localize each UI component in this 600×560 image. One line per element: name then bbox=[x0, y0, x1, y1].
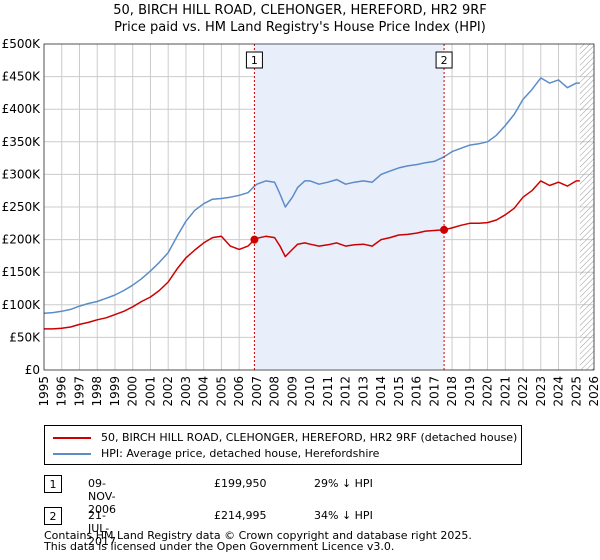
x-tick-label: 2021 bbox=[498, 376, 512, 407]
sale-marker-label: 1 bbox=[251, 54, 258, 67]
x-tick-label: 2009 bbox=[285, 376, 299, 407]
x-tick-label: 2000 bbox=[126, 376, 140, 407]
y-tick-label: £200K bbox=[2, 233, 42, 247]
chart-title-line2: Price paid vs. HM Land Registry's House … bbox=[114, 20, 486, 35]
x-tick-label: 2024 bbox=[552, 376, 566, 407]
x-tick-label: 2011 bbox=[321, 376, 335, 407]
x-tick-label: 2001 bbox=[143, 376, 157, 407]
x-tick-label: 1997 bbox=[72, 376, 86, 407]
sale-marker-label: 2 bbox=[441, 54, 448, 67]
x-tick-label: 1996 bbox=[55, 376, 69, 407]
x-tick-label: 2012 bbox=[339, 376, 353, 407]
sale-date: 21-JUL-2017 bbox=[88, 509, 116, 548]
y-tick-label: £400K bbox=[2, 102, 42, 116]
sale-marker-box bbox=[245, 51, 263, 69]
y-tick-label: £50K bbox=[9, 330, 41, 344]
sale-price: £214,995 bbox=[214, 509, 267, 522]
x-tick-label: 2010 bbox=[303, 376, 317, 407]
y-tick-label: £150K bbox=[2, 265, 42, 279]
y-tick-label: £100K bbox=[2, 298, 42, 312]
y-tick-label: £500K bbox=[2, 37, 42, 51]
x-tick-label: 2022 bbox=[516, 376, 530, 407]
chart-title-line1: 50, BIRCH HILL ROAD, CLEHONGER, HEREFORD… bbox=[113, 3, 486, 18]
x-tick-label: 2008 bbox=[268, 376, 282, 407]
sale-number-badge: 2 bbox=[44, 507, 62, 525]
sale-price: £199,950 bbox=[214, 477, 267, 490]
x-tick-label: 1999 bbox=[108, 376, 122, 407]
price-chart: 50, BIRCH HILL ROAD, CLEHONGER, HEREFORD… bbox=[2, 3, 600, 407]
x-tick-label: 2016 bbox=[410, 376, 424, 407]
series-line-property bbox=[44, 180, 580, 330]
y-tick-label: £350K bbox=[2, 135, 42, 149]
x-tick-label: 1995 bbox=[37, 376, 51, 407]
x-tick-label: 2014 bbox=[374, 376, 388, 407]
x-tick-label: 2004 bbox=[197, 376, 211, 407]
sale-number-badge: 1 bbox=[44, 475, 62, 493]
x-tick-label: 2006 bbox=[232, 376, 246, 407]
sale-marker-dot bbox=[440, 225, 449, 234]
series-line-hpi bbox=[43, 77, 580, 315]
legend-label-hpi: HPI: Average price, detached house, Here… bbox=[101, 447, 380, 460]
x-tick-label: 2019 bbox=[463, 376, 477, 407]
legend-item-property: 50, BIRCH HILL ROAD, CLEHONGER, HEREFORD… bbox=[53, 431, 517, 444]
legend-label-property: 50, BIRCH HILL ROAD, CLEHONGER, HEREFORD… bbox=[101, 431, 518, 444]
y-tick-label: £250K bbox=[2, 200, 42, 214]
plot-frame bbox=[43, 43, 595, 371]
footer-licence: This data is licensed under the Open Gov… bbox=[44, 540, 395, 553]
y-tick-label: £0 bbox=[25, 363, 40, 377]
x-tick-label: 2013 bbox=[356, 376, 370, 407]
y-tick-label: £300K bbox=[2, 167, 42, 181]
sale-hpi-diff: 34% ↓ HPI bbox=[314, 509, 373, 522]
legend-item-hpi: HPI: Average price, detached house, Here… bbox=[53, 447, 379, 460]
x-tick-label: 2026 bbox=[587, 376, 600, 407]
x-tick-label: 2002 bbox=[161, 376, 175, 407]
forecast-hatch bbox=[579, 44, 594, 370]
sale-hpi-diff: 29% ↓ HPI bbox=[314, 477, 373, 490]
legend-swatch-property bbox=[53, 436, 91, 439]
x-tick-label: 2015 bbox=[392, 376, 406, 407]
x-tick-label: 2020 bbox=[481, 376, 495, 407]
sale-marker-box bbox=[435, 51, 453, 69]
x-tick-label: 2025 bbox=[569, 376, 583, 407]
ownership-shade bbox=[254, 44, 445, 370]
x-tick-label: 2003 bbox=[179, 376, 193, 407]
legend-swatch-hpi bbox=[53, 452, 91, 455]
x-tick-label: 2005 bbox=[214, 376, 228, 407]
x-tick-label: 2018 bbox=[445, 376, 459, 407]
y-tick-label: £450K bbox=[2, 70, 42, 84]
sale-date: 09-NOV-2006 bbox=[88, 477, 116, 516]
x-tick-label: 2023 bbox=[534, 376, 548, 407]
x-tick-label: 1998 bbox=[90, 376, 104, 407]
sale-marker-dot bbox=[250, 235, 259, 244]
chart-legend: 50, BIRCH HILL ROAD, CLEHONGER, HEREFORD… bbox=[44, 425, 522, 465]
footer-attribution: Contains HM Land Registry data © Crown c… bbox=[44, 530, 472, 552]
footer-copyright: Contains HM Land Registry data © Crown c… bbox=[44, 529, 472, 542]
x-tick-label: 2017 bbox=[427, 376, 441, 407]
x-tick-label: 2007 bbox=[250, 376, 264, 407]
